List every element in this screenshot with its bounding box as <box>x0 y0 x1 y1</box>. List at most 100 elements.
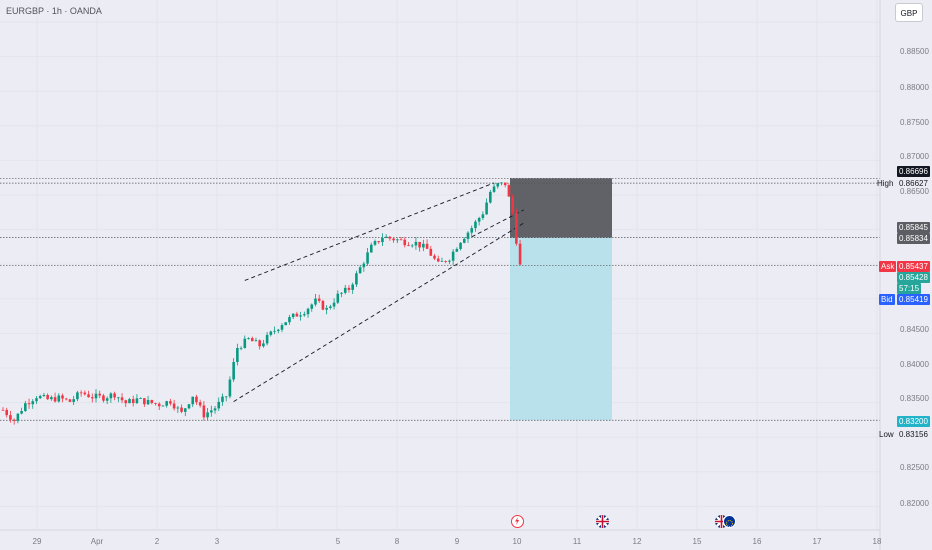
candle-body <box>280 325 284 330</box>
candle-body <box>366 252 369 264</box>
candle-body <box>165 401 168 406</box>
candle-body <box>46 394 49 400</box>
candle-body <box>418 241 421 248</box>
y-tick-label: 0.88500 <box>900 47 929 56</box>
candle-body <box>217 401 221 409</box>
candle-body <box>176 407 180 409</box>
candle-body <box>247 338 250 339</box>
candle-body <box>500 182 503 184</box>
candle-body <box>273 330 276 332</box>
candle-body <box>221 396 224 402</box>
x-tick-label: 3 <box>214 537 220 546</box>
candle-body <box>124 400 128 404</box>
candle-body <box>347 287 351 290</box>
flag-eu-icon[interactable] <box>723 515 736 528</box>
candle-body <box>94 393 98 399</box>
target-level-tag: 0.83200 <box>897 416 930 427</box>
high-label: High <box>877 179 894 188</box>
candle-body <box>399 239 403 241</box>
candle-body <box>269 331 273 335</box>
candle-body <box>388 236 392 239</box>
y-tick-label: 0.86500 <box>900 187 929 196</box>
candle-body <box>369 244 373 253</box>
price-lines <box>0 177 880 421</box>
candle-body <box>321 300 325 310</box>
candle-body <box>42 394 46 397</box>
y-tick-label: 0.84000 <box>900 360 929 369</box>
candle-body <box>303 314 306 316</box>
candle-body <box>481 214 485 218</box>
candle-body <box>76 392 79 400</box>
candle-body <box>433 255 436 259</box>
candle-body <box>72 399 75 402</box>
candle-body <box>422 243 425 248</box>
candle-body <box>414 241 418 246</box>
candle-body <box>470 228 474 233</box>
candle-body <box>150 399 154 404</box>
channel-mid-line <box>471 209 525 238</box>
entry-level-tag: 0.85834 <box>897 233 930 244</box>
candle-body <box>198 402 202 406</box>
candle-body <box>511 196 514 213</box>
currency-button[interactable]: GBP <box>895 3 923 22</box>
ask-price-tag: 0.85437 <box>897 261 930 272</box>
candle-body <box>131 399 135 404</box>
bar-countdown: 57:15 <box>897 283 922 294</box>
candle-body <box>440 260 444 262</box>
candle-body <box>105 398 109 401</box>
candle-body <box>83 392 87 395</box>
candle-body <box>336 293 340 303</box>
x-tick-label: 2 <box>154 537 160 546</box>
x-tick-label: 18 <box>872 537 882 546</box>
candle-body <box>20 411 23 414</box>
candle-body <box>98 393 102 396</box>
candle-body <box>515 212 518 244</box>
candle-body <box>50 397 53 400</box>
candle-body <box>120 397 124 401</box>
stop-zone[interactable] <box>510 178 612 238</box>
x-tick-label: 12 <box>632 537 642 546</box>
high-price: 0.86627 <box>899 179 928 188</box>
candle-body <box>213 408 217 411</box>
candle-body <box>210 410 213 413</box>
candle-body <box>265 334 269 344</box>
last-price-tag: 0.85428 <box>897 272 930 283</box>
position-tool[interactable] <box>510 178 612 421</box>
candle-body <box>355 273 358 285</box>
candle-body <box>459 242 462 249</box>
candle-body <box>169 401 172 404</box>
trend-channel[interactable] <box>233 182 525 402</box>
x-tick-label: Apr <box>90 537 104 546</box>
candle-body <box>462 238 466 243</box>
candle-body <box>518 243 522 265</box>
candle-body <box>243 338 247 348</box>
candle-body <box>24 403 27 412</box>
candle-body <box>206 412 209 418</box>
candle-body <box>384 236 388 238</box>
x-tick-label: 5 <box>335 537 341 546</box>
x-tick-label: 11 <box>572 537 582 546</box>
y-tick-label: 0.82500 <box>900 463 929 472</box>
candle-body <box>325 307 328 310</box>
eu-flag-glyph <box>726 520 733 527</box>
lightning-icon[interactable] <box>511 515 524 528</box>
y-tick-label: 0.84500 <box>900 325 929 334</box>
target-zone[interactable] <box>510 237 612 421</box>
uk-flag-glyph <box>596 515 609 528</box>
candle-body <box>343 287 347 293</box>
candle-body <box>396 239 399 241</box>
candle-body <box>102 395 105 401</box>
candle-body <box>451 251 455 261</box>
flag-uk-icon[interactable] <box>596 515 609 528</box>
candle-body <box>455 248 459 252</box>
candle-body <box>373 241 377 245</box>
chart-pane[interactable] <box>0 0 880 530</box>
candle-body <box>16 413 20 421</box>
x-tick-label: 10 <box>512 537 522 546</box>
candle-body <box>87 394 90 398</box>
candle-body <box>64 398 68 400</box>
candle-body <box>444 260 447 262</box>
candle-body <box>9 415 12 420</box>
candle-body <box>57 395 61 402</box>
